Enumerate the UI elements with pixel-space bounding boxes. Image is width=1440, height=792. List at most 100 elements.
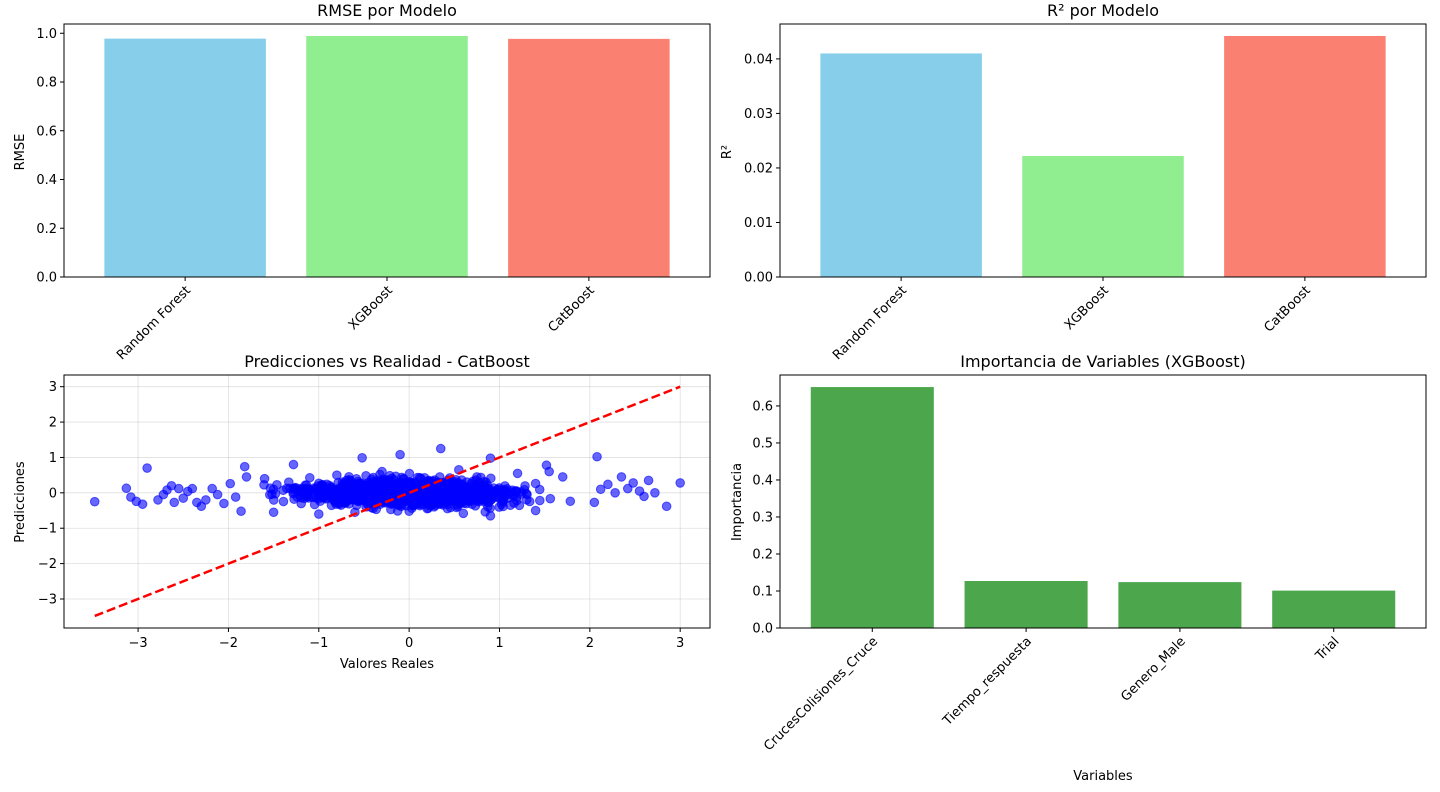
bar: [306, 35, 468, 277]
scatter-point: [295, 483, 306, 494]
scatter-point: [530, 505, 541, 516]
scatter-point: [201, 495, 211, 505]
scatter-point: [458, 508, 469, 519]
scatter-point: [345, 475, 356, 486]
axes-frame: [63, 23, 711, 278]
x-tick-label: Trial: [1312, 634, 1342, 664]
y-tick-label: 0.0: [36, 271, 57, 286]
bar: [508, 38, 670, 278]
scatter-point: [511, 486, 522, 496]
scatter-point: [268, 495, 279, 505]
x-tick-label: XGBoost: [346, 283, 396, 333]
scatter-point: [121, 483, 132, 494]
y-tick-label: 3: [49, 380, 57, 395]
scatter-point: [361, 470, 371, 481]
scatter-point: [372, 484, 383, 495]
y-tick-label: 0.03: [744, 107, 773, 122]
reference-line: [94, 385, 681, 618]
scatter-point: [142, 463, 152, 473]
rmse-chart-title: RMSE por Modelo: [317, 1, 457, 20]
bar: [1272, 590, 1396, 628]
r2-chart: R² por Modelo R² 0.00 0.01 0.02 0.03 0.04 Ran…: [720, 1, 1427, 363]
scatter-point: [212, 489, 223, 500]
scatter-point: [589, 497, 600, 508]
scatter-point: [610, 488, 620, 498]
x-tick-label: Tiempo_respuesta: [940, 634, 1035, 729]
scatter-point: [661, 501, 672, 512]
scatter-point: [557, 472, 568, 482]
scatter-point: [483, 491, 494, 502]
scatter-point: [473, 491, 484, 502]
y-tick-label: 0: [49, 486, 57, 501]
importance-chart-xlabel: Variables: [1073, 769, 1133, 784]
scatter-point: [137, 499, 148, 509]
scatter-point: [178, 493, 189, 503]
axes-frame: [63, 374, 711, 629]
scatter-point: [241, 472, 252, 482]
y-tick-label: 0.01: [744, 216, 773, 231]
scatter-point: [320, 486, 331, 496]
y-tick-label: 0.00: [744, 271, 773, 286]
r2-chart-ylabel: R²: [720, 145, 735, 159]
scatter-chart-title: Predicciones vs Realidad - CatBoost: [244, 352, 530, 371]
y-tick-label: 0.2: [752, 547, 773, 562]
scatter-point: [534, 484, 545, 495]
feature-importance-chart: Importancia de Variables (XGBoost) Varia…: [730, 352, 1427, 784]
scatter-point: [535, 495, 545, 506]
y-tick-label: 1: [49, 451, 57, 466]
scatter-point: [603, 479, 613, 490]
scatter-point: [404, 506, 414, 517]
scatter-point: [481, 477, 491, 488]
scatter-point: [498, 495, 509, 506]
y-tick-label: 0.6: [752, 399, 773, 414]
predictions-scatter-chart: Predicciones vs Realidad - CatBoost Valo…: [13, 352, 711, 672]
scatter-point: [438, 485, 448, 495]
x-tick-label: 0: [405, 636, 413, 651]
x-tick-label: CrucesColisiones_Cruce: [761, 634, 881, 754]
axes-frame: [779, 23, 1427, 278]
scatter-point: [268, 507, 279, 518]
scatter-point: [278, 496, 289, 507]
scatter-point: [514, 500, 525, 511]
y-tick-label: 0.04: [744, 52, 773, 67]
scatter-point: [512, 468, 523, 479]
x-tick-label: −3: [129, 636, 148, 651]
scatter-point: [472, 472, 482, 482]
bar: [820, 53, 982, 277]
y-tick-label: 0.4: [36, 173, 57, 188]
scatter-point: [404, 468, 415, 479]
scatter-point: [230, 492, 241, 502]
axes-frame: [779, 374, 1427, 629]
bar: [1224, 35, 1386, 277]
scatter-point: [458, 486, 468, 497]
scatter-point: [281, 483, 292, 494]
scatter-chart-ylabel: Predicciones: [13, 461, 28, 543]
scatter-point: [545, 493, 556, 504]
scatter-point: [196, 501, 207, 512]
r2-chart-title: R² por Modelo: [1047, 1, 1159, 20]
scatter-point: [639, 491, 649, 502]
y-tick-label: −3: [38, 592, 57, 607]
rmse-chart-ylabel: RMSE: [13, 134, 28, 171]
scatter-point: [169, 497, 180, 508]
scatter-point: [259, 473, 270, 484]
scatter-point: [353, 496, 363, 507]
scatter-point: [219, 498, 229, 509]
x-tick-label: 2: [586, 636, 594, 651]
scatter-point: [502, 483, 512, 494]
scatter-point: [485, 511, 496, 521]
bar: [1022, 155, 1184, 277]
scatter-point: [628, 478, 639, 488]
importance-chart-ylabel: Importancia: [730, 463, 745, 541]
bar: [104, 38, 266, 277]
y-tick-label: 0.8: [36, 76, 57, 91]
x-tick-label: Random Forest: [830, 283, 910, 363]
scatter-point: [544, 466, 554, 477]
y-tick-label: 0.3: [752, 510, 773, 525]
scatter-point: [89, 496, 100, 507]
scatter-point: [565, 496, 576, 507]
bar: [964, 580, 1088, 628]
y-tick-label: 0.5: [752, 436, 773, 451]
scatter-point: [616, 472, 627, 482]
